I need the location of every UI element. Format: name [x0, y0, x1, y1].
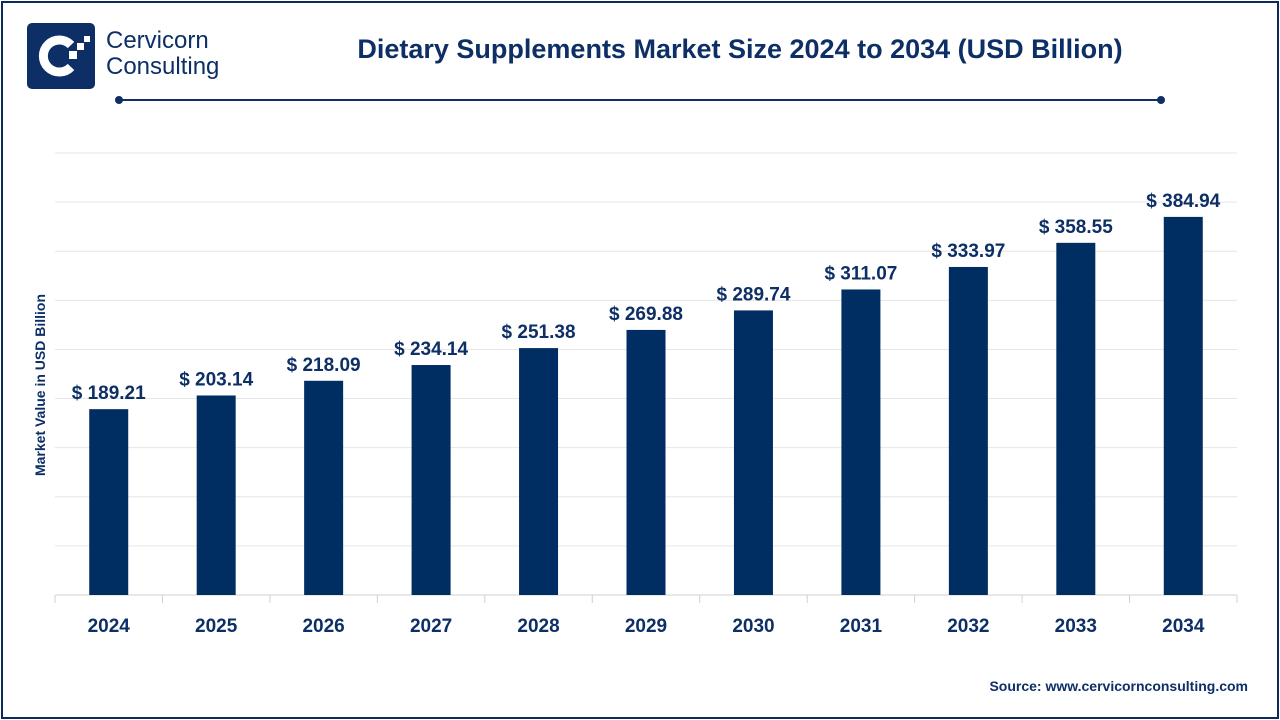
- x-tick-label: 2029: [625, 616, 667, 637]
- rule-dot-right: [1157, 96, 1165, 104]
- brand-name: Cervicorn Consulting: [106, 28, 219, 80]
- data-label: $ 269.88: [609, 304, 683, 325]
- x-tick-label: 2024: [88, 616, 131, 637]
- title-rule: [119, 99, 1161, 101]
- data-label: $ 218.09: [287, 355, 361, 376]
- data-label: $ 311.07: [824, 263, 897, 284]
- source-text: Source: www.cervicornconsulting.com: [989, 678, 1248, 694]
- bar-2029: [626, 329, 666, 595]
- bar-2028: [519, 348, 559, 595]
- bar-2030: [733, 310, 773, 595]
- x-tick-label: 2025: [195, 616, 238, 637]
- chart-title: Dietary Supplements Market Size 2024 to …: [357, 34, 1123, 64]
- bar-2034: [1163, 216, 1203, 595]
- x-tick-label: 2027: [410, 616, 452, 637]
- bar-2032: [948, 266, 988, 595]
- data-label: $ 384.94: [1146, 191, 1220, 212]
- brand-line2: Consulting: [106, 53, 220, 80]
- data-label: $ 189.21: [72, 383, 146, 404]
- data-label: $ 289.74: [716, 284, 790, 305]
- bar-2025: [196, 395, 236, 595]
- bar-2026: [304, 380, 344, 595]
- x-tick-label: 2031: [840, 616, 883, 637]
- brand-line1: Cervicorn: [106, 27, 209, 54]
- x-tick-label: 2028: [517, 616, 559, 637]
- data-label: $ 358.55: [1039, 217, 1113, 238]
- x-tick-label: 2030: [732, 616, 774, 637]
- data-label: $ 251.38: [502, 322, 576, 343]
- data-label: $ 203.14: [179, 369, 253, 390]
- x-tick-label: 2033: [1055, 616, 1097, 637]
- cervicorn-logo-icon: [27, 23, 95, 89]
- bar-2031: [841, 289, 881, 595]
- data-label: $ 333.97: [931, 241, 1005, 262]
- x-tick-label: 2032: [947, 616, 989, 637]
- bar-2027: [411, 365, 451, 595]
- data-label: $ 234.14: [394, 339, 468, 360]
- x-tick-label: 2034: [1162, 616, 1205, 637]
- bar-2033: [1056, 242, 1096, 595]
- bar-2024: [89, 409, 129, 595]
- x-tick-label: 2026: [302, 616, 344, 637]
